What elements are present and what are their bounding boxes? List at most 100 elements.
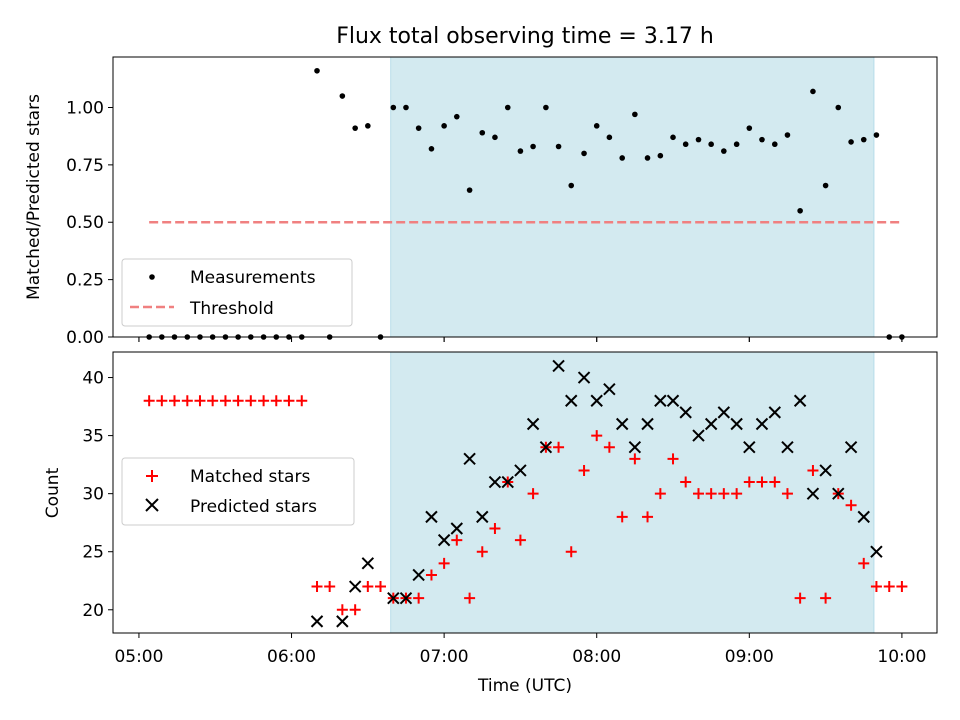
matched-stars-point (336, 604, 348, 616)
predicted-stars-point (539, 441, 553, 454)
predicted-stars-point (857, 510, 870, 524)
predicted-stars-point (488, 475, 502, 489)
measurement-point (365, 123, 371, 129)
matched-stars-point (896, 581, 908, 593)
predicted-stars-point (310, 615, 324, 628)
matched-stars-point (883, 581, 895, 593)
predicted-stars-point (387, 591, 400, 605)
measurement-point (644, 155, 651, 161)
count-shaded-span (390, 351, 875, 634)
x-tick-label: 09:00 (725, 647, 774, 667)
matched-stars-point (311, 581, 323, 593)
matched-stars-point (616, 511, 628, 523)
measurement-point (759, 136, 765, 143)
measurement-point (441, 123, 447, 129)
y-tick-label: 35 (82, 427, 104, 447)
count-plot-frame (112, 351, 938, 634)
predicted-stars-point (793, 394, 807, 407)
x-axis-label: Time (UTC) (477, 676, 572, 696)
measurement-point (504, 104, 511, 111)
measurement-point (593, 123, 600, 129)
matched-stars-point (820, 592, 832, 604)
matched-stars-point (870, 581, 882, 593)
matched-stars-point (283, 395, 295, 407)
measurement-point (466, 187, 473, 193)
matched-stars-point (270, 395, 282, 407)
matched-stars-point (692, 488, 704, 500)
legend-predicted-label: Predicted stars (190, 497, 317, 517)
matched-stars-point (464, 592, 476, 604)
measurement-point (708, 141, 714, 148)
predicted-stars-point (399, 591, 413, 605)
predicted-stars-point (526, 417, 540, 431)
ratio-legend-box (121, 258, 353, 327)
y-tick-label: 25 (82, 543, 104, 563)
y-tick-label: 0.00 (66, 328, 104, 348)
measurement-point (543, 104, 549, 111)
matched-stars-point (781, 488, 793, 500)
legend-matched-marker (146, 470, 158, 482)
matched-stars-point (232, 395, 244, 407)
legend-measurements-label: Measurements (190, 268, 316, 288)
measurement-point (848, 139, 854, 145)
x-tick-label: 07:00 (420, 647, 469, 667)
x-tick-label: 06:00 (267, 647, 316, 667)
measurement-point (568, 182, 575, 189)
measurement-point (517, 148, 524, 154)
legend-predicted-marker (145, 498, 159, 512)
measurement-point (822, 182, 829, 189)
measurement-point (771, 141, 778, 148)
predicted-stars-point (666, 394, 680, 407)
matched-stars-point (591, 430, 603, 442)
matched-stars-point (362, 581, 374, 593)
ratio-panel: 0.00 0.25 0.50 0.75 1.00 Flux total observin… (24, 24, 938, 348)
matched-stars-point (603, 441, 615, 453)
matched-stars-point (258, 395, 270, 407)
matched-stars-point (349, 604, 361, 616)
matched-stars-point (451, 534, 463, 546)
matched-stars-point (642, 511, 654, 523)
predicted-stars-point (743, 441, 756, 454)
predicted-stars-point (348, 580, 362, 593)
predicted-stars-point (615, 417, 629, 431)
predicted-stars-point (844, 441, 858, 454)
predicted-stars-point (437, 533, 451, 547)
measurement-point (555, 143, 562, 150)
predicted-stars-point (425, 510, 438, 524)
predicted-stars-point (463, 452, 476, 466)
measurement-point (581, 150, 587, 157)
predicted-stars-point (755, 417, 769, 431)
matched-stars-point (374, 581, 386, 593)
predicted-stars-point (577, 371, 591, 384)
predicted-stars-point (717, 406, 731, 419)
measurement-point (619, 155, 626, 161)
matched-stars-point (578, 464, 590, 476)
matched-stars-point (858, 557, 870, 569)
predicted-stars-point (628, 441, 642, 454)
matched-stars-point (705, 488, 717, 500)
measurement-point (428, 146, 435, 152)
matched-stars-point (168, 395, 180, 407)
measurement-point (352, 125, 358, 131)
measurement-point (415, 125, 422, 131)
predicted-stars-point (704, 417, 718, 431)
predicted-stars-point (565, 394, 578, 407)
measurement-point (479, 129, 486, 136)
predicted-stars-point (476, 510, 489, 524)
count-legend: Matched stars Predicted stars (121, 457, 355, 526)
legend-matched-label: Matched stars (190, 467, 310, 487)
matched-stars-point (489, 522, 501, 534)
x-tick-label: 05:00 (114, 647, 163, 667)
x-tick-label: 08:00 (572, 647, 621, 667)
y-tick-label: 30 (82, 485, 104, 505)
predicted-stars-point (514, 464, 527, 477)
matched-stars-point (438, 557, 450, 569)
ratio-legend: Measurements Threshold (121, 258, 353, 327)
predicted-stars-point (654, 394, 667, 407)
matched-stars-point (794, 592, 806, 604)
predicted-stars-point (768, 406, 782, 419)
predicted-stars-point (781, 441, 794, 454)
predicted-stars-point (641, 417, 654, 431)
y-tick-label: 0.50 (66, 213, 104, 233)
